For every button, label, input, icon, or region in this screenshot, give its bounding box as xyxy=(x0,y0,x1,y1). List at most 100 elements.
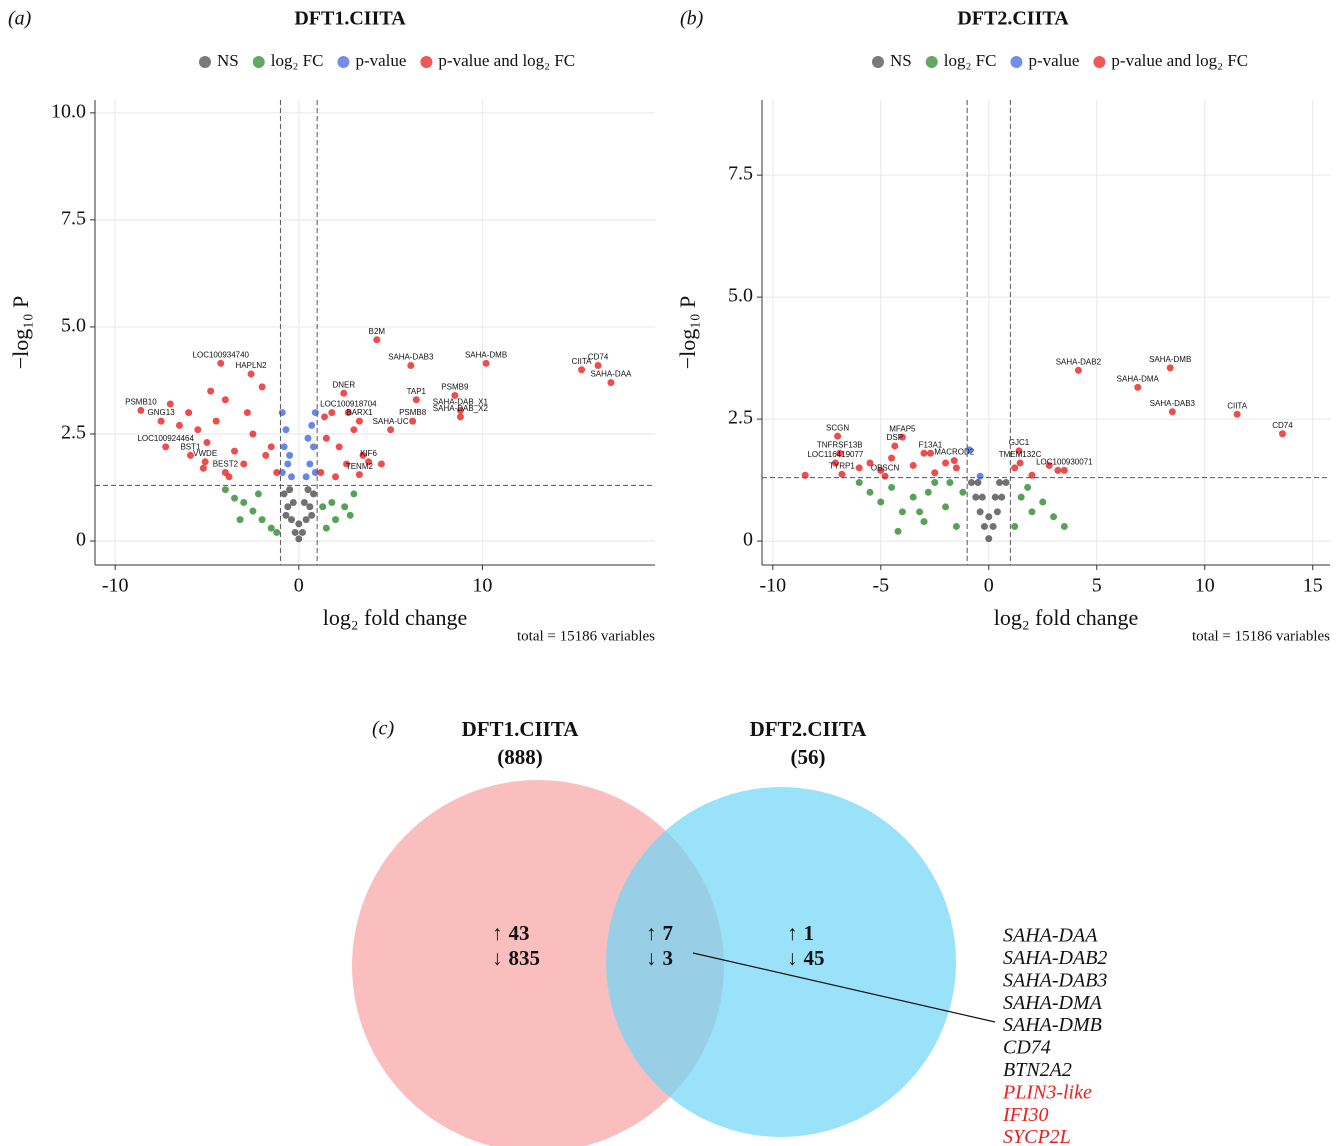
point xyxy=(346,511,354,519)
point xyxy=(137,406,145,414)
point xyxy=(916,508,924,516)
point xyxy=(926,449,934,457)
arrow: ↓ xyxy=(492,946,503,970)
point xyxy=(221,486,229,494)
gene-label: OBSCN xyxy=(871,463,900,472)
y-tick-label: 0 xyxy=(743,529,753,551)
point xyxy=(166,400,174,408)
y-tick-label: 2.5 xyxy=(728,407,753,429)
point xyxy=(304,434,312,442)
gene-label: BEST2 xyxy=(213,460,239,469)
x-tick-label: 10 xyxy=(1195,575,1215,597)
point xyxy=(243,409,251,417)
point xyxy=(974,479,982,487)
point xyxy=(834,432,842,440)
y-axis-title: −log₁₀ P xyxy=(675,296,700,370)
point xyxy=(989,522,997,530)
point xyxy=(162,443,170,451)
point xyxy=(309,490,317,498)
legend-marker xyxy=(1093,56,1106,68)
y-tick-label: 10.0 xyxy=(51,100,86,122)
point xyxy=(186,451,194,459)
point xyxy=(898,508,906,516)
y-tick-label: 7.5 xyxy=(728,163,753,185)
legend-label: p-value and log₂ FC xyxy=(1111,51,1248,70)
gene-name: SAHA-DAB3 xyxy=(1003,969,1107,991)
point xyxy=(985,513,993,521)
point xyxy=(194,426,202,434)
set-circle xyxy=(606,787,956,1137)
gene-label: TNFRSF13B xyxy=(817,440,863,449)
y-tick-label: 5.0 xyxy=(61,315,86,337)
gene-label: SAHA-UC xyxy=(373,417,409,426)
point xyxy=(185,409,193,417)
point xyxy=(920,518,928,526)
point xyxy=(328,498,336,506)
set-name: DFT2.CIITA xyxy=(750,717,868,741)
point xyxy=(306,460,314,468)
point xyxy=(1233,410,1241,418)
point xyxy=(286,451,294,459)
gene-label: LOC100924464 xyxy=(137,434,194,443)
gene-label: KIF6 xyxy=(360,449,377,458)
point xyxy=(855,479,863,487)
set-size: (56) xyxy=(791,745,826,769)
point xyxy=(254,490,262,498)
gene-label: VWDE xyxy=(193,449,217,458)
point xyxy=(898,433,906,441)
point xyxy=(891,442,899,450)
point xyxy=(1166,364,1174,372)
point xyxy=(267,524,275,532)
point xyxy=(942,459,950,467)
point xyxy=(280,443,288,451)
point xyxy=(236,516,244,524)
point xyxy=(1028,508,1036,516)
point xyxy=(175,421,183,429)
point xyxy=(594,361,602,369)
gene-label: TMEM132C xyxy=(999,450,1042,459)
point xyxy=(456,406,464,414)
gene-label: SAHA-DAB_X1 xyxy=(433,398,489,407)
legend-label: p-value xyxy=(1028,51,1079,70)
point xyxy=(888,483,896,491)
pointer-line xyxy=(692,952,996,1023)
point xyxy=(282,511,290,519)
point xyxy=(267,443,275,451)
point xyxy=(877,498,885,506)
gene-name: IFI30 xyxy=(1002,1104,1049,1126)
point xyxy=(866,488,874,496)
gene-label: CD74 xyxy=(1272,421,1293,430)
point xyxy=(344,409,352,417)
gene-label: SAHA-DMA xyxy=(1117,375,1160,384)
legend-marker xyxy=(252,56,265,68)
point xyxy=(295,535,303,543)
y-tick-label: 7.5 xyxy=(61,207,86,229)
point xyxy=(249,430,257,438)
point xyxy=(302,473,310,481)
gene-label: DNER xyxy=(332,380,355,389)
point xyxy=(322,434,330,442)
x-tick-label: 10 xyxy=(472,575,492,597)
gene-label: BST1 xyxy=(180,442,201,451)
arrow: ↑ xyxy=(787,921,798,945)
gene-name: SAHA-DAA xyxy=(1003,925,1098,947)
gene-label: SAHA-DAB3 xyxy=(1150,399,1196,408)
gene-label: BARX1 xyxy=(346,408,373,417)
point xyxy=(959,488,967,496)
point xyxy=(221,396,229,404)
point xyxy=(308,511,316,519)
gene-label: CIITA xyxy=(572,357,593,366)
footnote: total = 15186 variables xyxy=(517,628,655,644)
point xyxy=(801,471,809,479)
gene-label: LOC100918704 xyxy=(320,400,377,409)
point xyxy=(199,464,207,472)
point xyxy=(201,458,209,466)
chart-title: DFT2.CIITA xyxy=(957,8,1069,30)
y-tick-label: 2.5 xyxy=(61,422,86,444)
gene-label: LOC100934740 xyxy=(193,350,250,359)
gene-name: BTN2A2 xyxy=(1003,1059,1072,1081)
point xyxy=(998,493,1006,501)
point xyxy=(355,471,363,479)
legend-label: log₂ FC xyxy=(944,51,997,70)
arrow: ↑ xyxy=(492,921,503,945)
